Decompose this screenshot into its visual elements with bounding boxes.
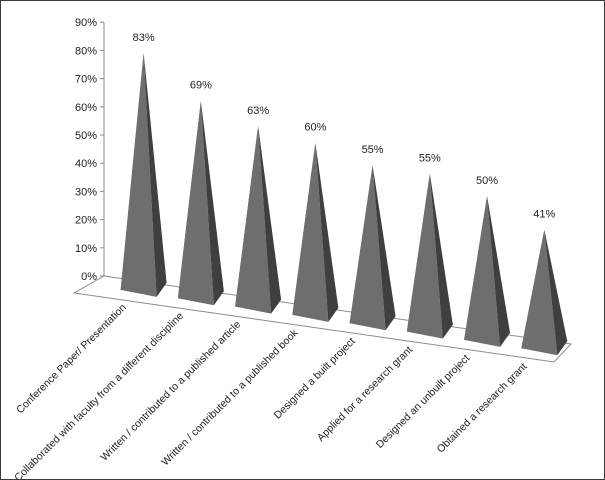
data-label: 55% <box>419 152 441 164</box>
pyramid-right-face <box>258 125 282 314</box>
pyramid-front-face <box>521 229 558 356</box>
pyramid-front-face <box>464 195 501 347</box>
y-tick-label: 40% <box>75 158 97 170</box>
pyramid-right-face <box>200 100 224 306</box>
y-tick-label: 80% <box>75 45 97 57</box>
data-label: 41% <box>533 209 555 221</box>
y-tick-label: 0% <box>81 271 97 283</box>
y-tick-label: 30% <box>75 186 97 198</box>
pyramid-right-face <box>487 195 511 347</box>
pyramid-right-face <box>429 173 453 339</box>
pyramid-right-face <box>544 229 568 356</box>
pyramids-group <box>120 52 568 356</box>
pyramid-front-face <box>349 165 386 331</box>
data-label: 63% <box>247 105 269 117</box>
data-label: 83% <box>133 32 155 44</box>
pyramid-right-face <box>315 142 339 322</box>
pyramid-front-face <box>235 125 272 314</box>
y-tick-label: 20% <box>75 215 97 227</box>
y-tick-label: 10% <box>75 243 97 255</box>
data-label: 55% <box>362 144 384 156</box>
data-label: 50% <box>476 175 498 187</box>
pyramid-front-face <box>292 142 329 322</box>
y-tick-label: 90% <box>75 17 97 29</box>
category-label: Written / contributed to a published boo… <box>159 326 301 468</box>
y-tick-label: 50% <box>75 130 97 142</box>
pyramid-right-face <box>143 52 167 297</box>
data-label: 69% <box>190 80 212 92</box>
y-tick-label: 70% <box>75 74 97 86</box>
category-label: Written / contributed to a published art… <box>98 318 243 463</box>
y-tick-label: 60% <box>75 102 97 114</box>
pyramid-front-face <box>120 52 157 297</box>
data-labels: 83% 69% 63% 60% 55% 55% 50% 41% <box>133 32 556 221</box>
category-label: Conference Paper/ Presentation <box>14 301 129 416</box>
y-tick-labels: 0% 10% 20% 30% 40% 50% 60% 70% 80% 90% <box>75 17 104 283</box>
category-labels: Conference Paper/ PresentationCollaborat… <box>12 301 529 479</box>
data-label: 60% <box>304 122 326 134</box>
pyramid-front-face <box>177 100 214 306</box>
pyramid-front-face <box>406 173 443 339</box>
pyramid-right-face <box>372 165 396 331</box>
